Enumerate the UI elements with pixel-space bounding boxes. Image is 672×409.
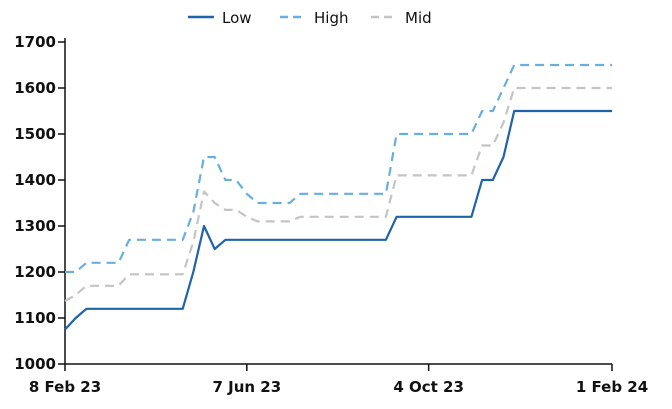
y-tick-label: 1600 xyxy=(14,79,56,97)
series-line-mid xyxy=(64,86,612,302)
y-tick-label: 1100 xyxy=(14,309,56,327)
legend-label-mid: Mid xyxy=(405,9,432,27)
legend-label-high: High xyxy=(314,9,348,27)
series-line-low xyxy=(64,109,612,331)
legend-label-low: Low xyxy=(222,9,252,27)
y-tick-label: 1400 xyxy=(14,171,56,189)
x-tick-label: 4 Oct 23 xyxy=(393,378,464,396)
x-tick-label: 1 Feb 24 xyxy=(576,378,648,396)
legend: Low High Mid xyxy=(188,9,432,27)
y-tick-label: 1500 xyxy=(14,125,56,143)
series-line-high xyxy=(65,63,612,274)
y-tick-label: 1000 xyxy=(14,355,56,373)
plot-area xyxy=(64,63,612,331)
y-tick-label: 1700 xyxy=(14,33,56,51)
y-tick-label: 1300 xyxy=(14,217,56,235)
x-tick-label: 7 Jun 23 xyxy=(212,378,281,396)
x-tick-label: 8 Feb 23 xyxy=(29,378,101,396)
axes: 1000 1100 1200 1300 1400 1500 1600 1700 8 Feb 23… xyxy=(14,33,648,396)
y-tick-label: 1200 xyxy=(14,263,56,281)
